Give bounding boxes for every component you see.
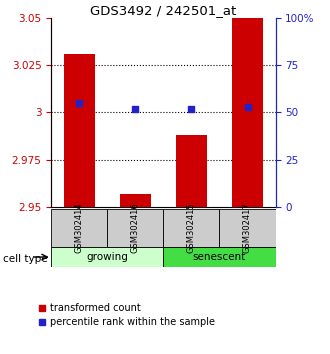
Bar: [163, 247, 276, 267]
Bar: [107, 209, 163, 247]
Text: GSM302416: GSM302416: [131, 202, 140, 253]
Text: GSM302415: GSM302415: [187, 202, 196, 253]
Legend: transformed count, percentile rank within the sample: transformed count, percentile rank withi…: [38, 303, 214, 327]
Text: GSM302417: GSM302417: [243, 202, 252, 253]
Title: GDS3492 / 242501_at: GDS3492 / 242501_at: [90, 4, 237, 17]
Text: growing: growing: [86, 252, 128, 262]
Bar: [51, 247, 163, 267]
Text: senescent: senescent: [193, 252, 246, 262]
Bar: [176, 135, 207, 207]
Bar: [219, 209, 276, 247]
Text: GSM302414: GSM302414: [75, 202, 84, 253]
Bar: [51, 209, 107, 247]
Bar: [163, 209, 219, 247]
Bar: [64, 54, 95, 207]
Bar: [120, 194, 151, 207]
Text: cell type: cell type: [3, 254, 48, 264]
Bar: [232, 18, 263, 207]
